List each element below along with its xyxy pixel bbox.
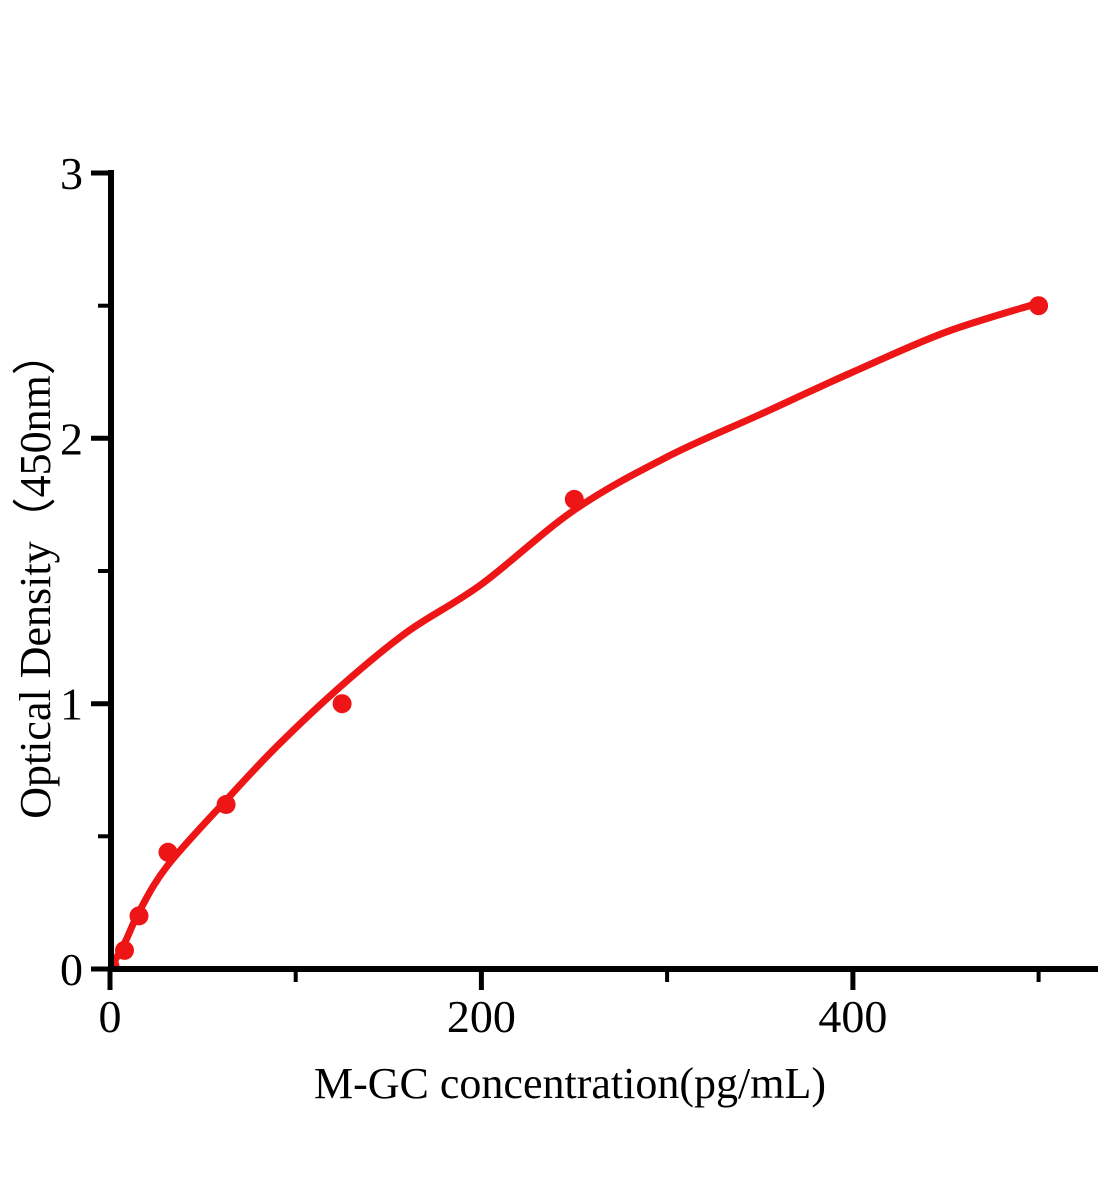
x-tick-label: 400 [818,991,887,1042]
data-point [1029,296,1049,316]
y-tick-label: 0 [60,944,83,995]
ticks-layer [91,170,1041,990]
data-point [115,940,134,960]
series-layer [110,296,1049,969]
tick-labels-layer: 0 200 400 0 1 2 3 [60,148,887,1042]
axes-layer [108,170,1098,972]
fit-curve [110,299,1043,969]
data-point [129,906,149,926]
data-point [332,694,352,714]
x-axis-title: M-GC concentration(pg/mL) [314,1059,826,1108]
data-point [158,842,178,862]
x-tick-label: 0 [99,991,122,1042]
y-axis-title: Optical Density（450nm） [11,331,60,819]
y-tick-label: 1 [60,679,83,730]
y-tick-label: 2 [60,413,83,464]
y-tick-label: 3 [60,148,83,199]
x-tick-label: 200 [447,991,516,1042]
data-point [216,795,236,814]
data-point [564,489,584,509]
